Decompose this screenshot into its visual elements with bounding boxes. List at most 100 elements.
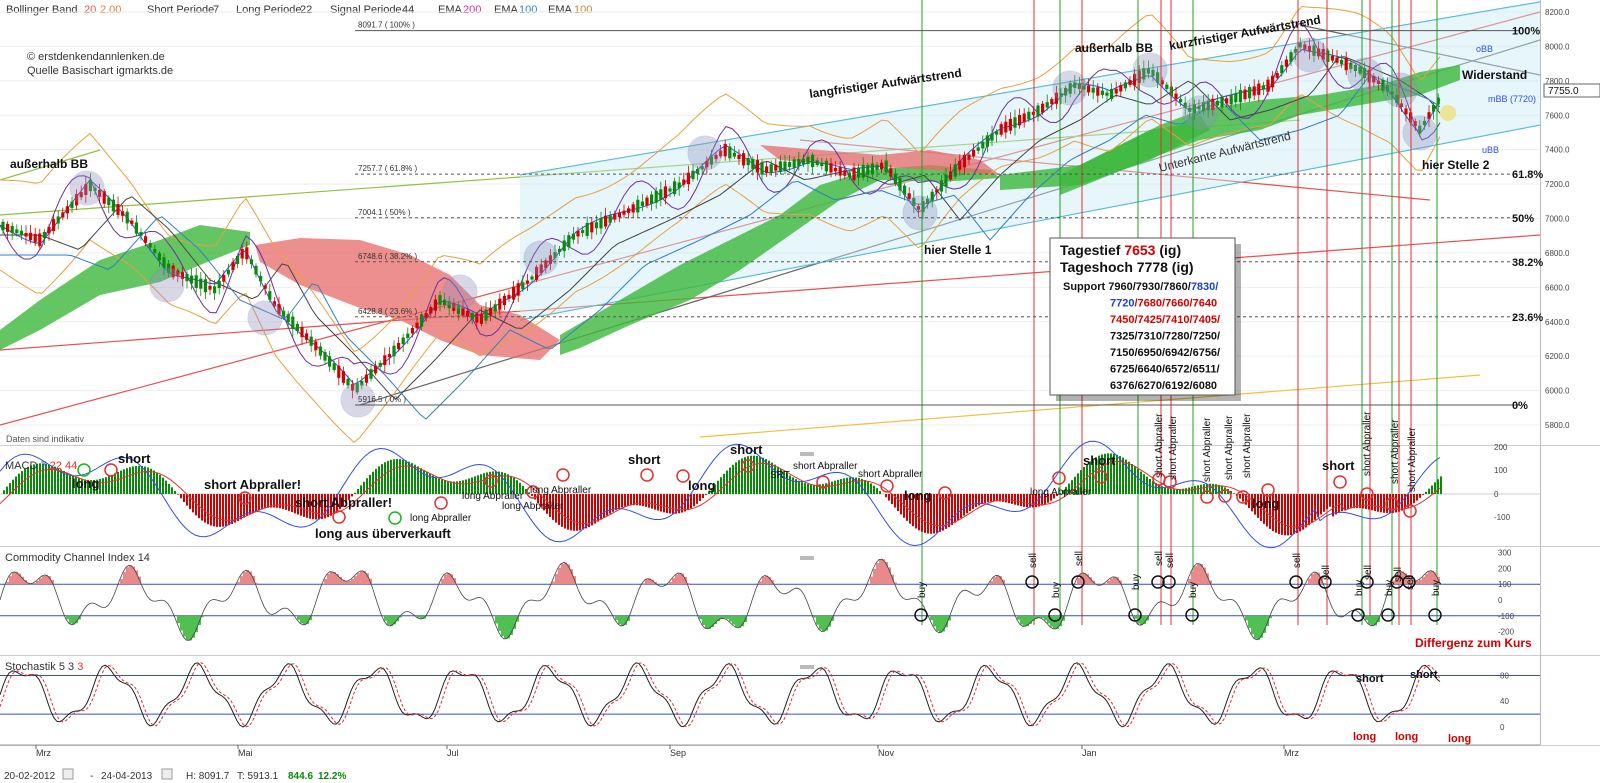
- stoch-p2: 3: [68, 661, 74, 673]
- candle-down: [622, 210, 626, 215]
- candle-up: [1100, 90, 1104, 95]
- macd-bar-negative: [948, 494, 950, 528]
- macd-bar-negative: [339, 494, 341, 510]
- macd-bar-negative: [954, 494, 956, 523]
- macd-bar-negative: [1014, 494, 1016, 505]
- macd-bar-positive: [1194, 486, 1196, 494]
- candle-up: [282, 310, 286, 317]
- macd-bar-positive: [84, 479, 86, 494]
- candle-down: [1041, 103, 1045, 113]
- cci-signal-marker: [1185, 608, 1199, 622]
- y-tick-label: 6400.0: [1545, 318, 1570, 327]
- candle-up: [732, 152, 736, 157]
- stoch-title: Stochastik 5 3 3: [5, 661, 83, 673]
- macd-bar-positive: [27, 466, 29, 494]
- candle-down: [755, 160, 759, 173]
- macd-bar-positive: [1215, 484, 1217, 494]
- candle-down: [1404, 108, 1408, 115]
- macd-bar-negative: [1044, 494, 1046, 505]
- footer-dash: -: [90, 771, 93, 782]
- cci-overbought-fill: [768, 576, 771, 585]
- macd-bar-negative: [675, 494, 677, 514]
- candle-up: [788, 162, 792, 167]
- candle-down: [1160, 80, 1164, 85]
- macd-cross-marker: [1403, 504, 1417, 518]
- macd-bar-negative: [222, 494, 224, 527]
- macd-bar-positive: [1209, 483, 1211, 494]
- macd-bar-negative: [657, 494, 659, 511]
- macd-bar-positive: [462, 480, 464, 494]
- macd-cross-marker: [434, 496, 448, 510]
- macd-bar-positive: [753, 455, 755, 494]
- macd-bar-positive: [852, 477, 854, 494]
- cci-oversold-fill: [1035, 615, 1038, 619]
- macd-bar-positive: [1101, 454, 1103, 494]
- highlight-circle: [1052, 70, 1088, 106]
- y-tick-label: 5800.0: [1545, 421, 1570, 430]
- macd-bar-negative: [1305, 494, 1307, 528]
- candle-up: [521, 282, 525, 290]
- candle-up: [884, 160, 888, 173]
- macd-bar-negative: [1023, 494, 1025, 507]
- macd-bar-positive: [1170, 488, 1172, 494]
- candle-down: [576, 230, 580, 237]
- candle-down: [935, 189, 939, 193]
- candle-down: [1243, 89, 1247, 100]
- cci-overbought-fill: [24, 580, 27, 585]
- candle-up: [636, 199, 640, 213]
- macd-bar-negative: [885, 494, 887, 498]
- candle-up: [1110, 88, 1114, 100]
- candle-down: [723, 143, 727, 157]
- cci-oversold-fill: [1371, 615, 1374, 626]
- cci-oversold-fill: [1026, 615, 1029, 626]
- candle-up: [562, 240, 566, 252]
- stoch-annotation: long: [1353, 731, 1376, 743]
- macd-bar-positive: [504, 472, 506, 494]
- cci-overbought-fill: [1002, 579, 1005, 585]
- candle-down: [1376, 80, 1380, 84]
- candle-up: [1298, 42, 1302, 48]
- cci-oversold-fill: [420, 615, 423, 620]
- macd-bar-positive: [465, 479, 467, 494]
- candle-up: [167, 263, 171, 273]
- macd-bar-negative: [1269, 494, 1271, 529]
- candle-down: [686, 172, 690, 185]
- macd-bar-negative: [213, 494, 215, 527]
- candle-up: [1353, 65, 1357, 71]
- macd-cross-marker: [1052, 471, 1066, 485]
- cci-oversold-fill: [813, 615, 816, 618]
- macd-bar-positive: [1125, 459, 1127, 494]
- macd-bar-negative: [660, 494, 662, 512]
- cci-overbought-fill: [330, 571, 333, 585]
- macd-bar-positive: [393, 459, 395, 494]
- macd-y-tick: 0: [1494, 490, 1499, 499]
- infobox-frame: [1049, 237, 1236, 396]
- macd-bar-positive: [1071, 480, 1073, 494]
- candle-down: [231, 261, 235, 271]
- macd-bar-positive: [777, 466, 779, 494]
- cci-title-text: Commodity Channel Index: [5, 552, 135, 564]
- macd-bar-negative: [990, 494, 992, 502]
- macd-bar-negative: [315, 494, 317, 520]
- cci-overbought-fill: [1107, 580, 1110, 585]
- macd-bar-negative: [558, 494, 560, 525]
- cci-overbought-fill: [645, 579, 648, 585]
- macd-bar-negative: [243, 494, 245, 518]
- candle-up: [691, 170, 695, 180]
- start-date-picker-icon[interactable]: [62, 768, 74, 780]
- candle-down: [489, 308, 493, 315]
- candle-up: [1220, 96, 1224, 108]
- macd-bar-negative: [1326, 494, 1328, 510]
- end-date-picker-icon[interactable]: [161, 768, 173, 780]
- macd-bar-positive: [867, 481, 869, 494]
- candle-up: [1188, 107, 1192, 112]
- cci-oversold-fill: [1248, 615, 1251, 628]
- macd-bar-positive: [1431, 485, 1433, 494]
- macd-bar-positive: [48, 464, 50, 494]
- macd-bar-positive: [1440, 476, 1442, 494]
- macd-bar-positive: [354, 492, 356, 494]
- cci-signal-marker: [1381, 608, 1395, 622]
- candle-up: [1289, 52, 1293, 62]
- candle-down: [75, 194, 79, 206]
- macd-bar-negative: [666, 494, 668, 514]
